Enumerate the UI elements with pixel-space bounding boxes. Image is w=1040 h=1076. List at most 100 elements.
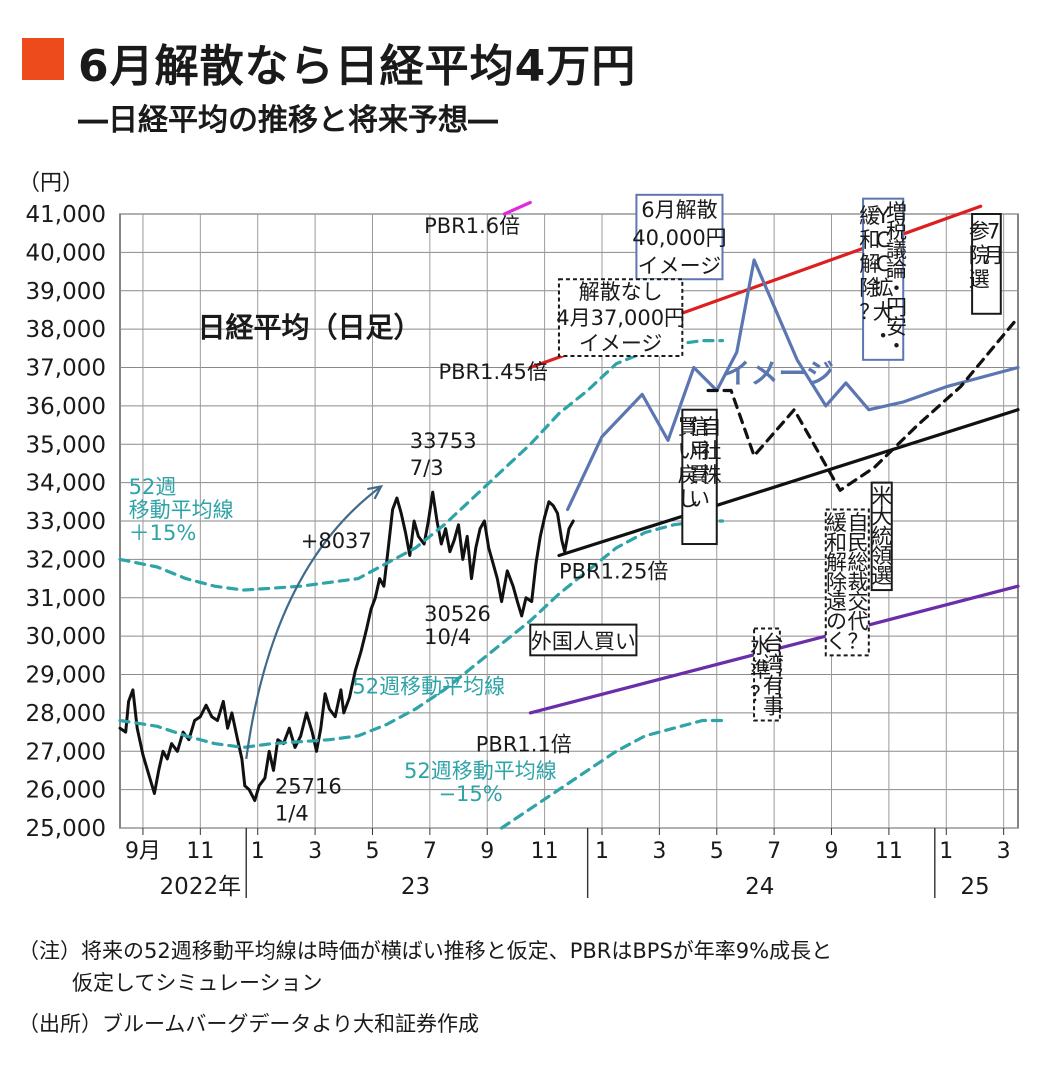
y-tick-label: 41,000 bbox=[26, 202, 106, 228]
annotation-text-vertical: 台湾有事 bbox=[763, 631, 784, 718]
annotation-text-vertical: 緩和解除？ bbox=[859, 204, 880, 324]
annotation-text-vertical: 米大統領選 bbox=[871, 485, 892, 589]
y-tick-label: 25,000 bbox=[26, 816, 106, 842]
y-tick-label: 38,000 bbox=[26, 317, 106, 343]
y-axis-unit: （円） bbox=[18, 171, 84, 196]
series-line bbox=[500, 718, 725, 830]
x-tick-label: 3 bbox=[652, 839, 666, 864]
chart-label: ＋15% bbox=[129, 521, 197, 545]
series-line bbox=[502, 200, 532, 216]
series-line bbox=[118, 490, 575, 802]
chart-label: PBR1.45倍 bbox=[438, 360, 547, 384]
chart-label: 10/4 bbox=[424, 625, 471, 649]
chart-label: 25716 bbox=[275, 774, 342, 798]
source-note: （出所）ブルームバーグデータより大和証券作成 bbox=[18, 1012, 479, 1036]
year-label: 25 bbox=[960, 874, 989, 900]
y-tick-label: 39,000 bbox=[26, 279, 106, 305]
annotation-box bbox=[529, 623, 638, 657]
annotation-text: 4月37,000円 bbox=[556, 306, 685, 330]
y-tick-label: 29,000 bbox=[26, 663, 106, 689]
annotation-text-vertical: 自民総裁交代？ bbox=[848, 511, 869, 653]
annotation-text-vertical: Y C C 拡大・ bbox=[873, 204, 894, 348]
chart-label: −15% bbox=[438, 782, 502, 806]
annotation-text: イメージ bbox=[579, 331, 663, 355]
annotation-text: イメージ bbox=[638, 254, 722, 278]
series-line bbox=[557, 408, 1020, 558]
y-tick-label: 35,000 bbox=[26, 432, 106, 458]
x-tick-label: 5 bbox=[710, 839, 724, 864]
year-label: 23 bbox=[401, 874, 430, 900]
x-tick-label: 11 bbox=[186, 839, 214, 864]
chart-label: +8037 bbox=[301, 529, 372, 553]
note-line-1: （注）将来の52週移動平均線は時価が横ばい推移と仮定、PBRはBPSが年率9%成… bbox=[18, 939, 833, 963]
chart-label: 52週 bbox=[129, 475, 177, 499]
annotation-box-vertical bbox=[870, 481, 893, 592]
annotation-box-vertical bbox=[753, 627, 781, 722]
annotation-text-vertical: 信用買い bbox=[689, 415, 710, 511]
x-tick-label: 11 bbox=[875, 839, 903, 864]
annotation-text-vertical: 水準？ bbox=[750, 634, 771, 706]
y-tick-label: 40,000 bbox=[26, 240, 106, 266]
annotation-box-vertical bbox=[681, 408, 718, 546]
chart-label: 7/3 bbox=[410, 456, 444, 480]
year-label: 2022年 bbox=[160, 874, 242, 900]
y-tick-label: 31,000 bbox=[26, 586, 106, 612]
annotation-text: 外国人買い bbox=[531, 630, 636, 654]
chart-label: 33753 bbox=[410, 429, 477, 453]
title-marker bbox=[22, 38, 64, 80]
chart-label: 移動平均線 bbox=[129, 498, 234, 522]
annotation-text: 解散なし bbox=[579, 280, 663, 304]
note-line-2: 仮定してシミュレーション bbox=[72, 971, 323, 995]
annotation-text: 6月解散 bbox=[641, 198, 717, 222]
growth-arrow bbox=[245, 485, 382, 760]
y-tick-label: 36,000 bbox=[26, 394, 106, 420]
annotation-text-vertical: 自社株 bbox=[701, 415, 722, 487]
y-tick-label: 32,000 bbox=[26, 547, 106, 573]
x-tick-label: 9 bbox=[480, 839, 494, 864]
chart-label: イメージ bbox=[722, 357, 833, 390]
chart-label: 52週移動平均線 bbox=[404, 759, 557, 783]
series-line bbox=[566, 258, 1020, 512]
annotation-box bbox=[635, 193, 724, 281]
x-tick-label: 7 bbox=[767, 839, 781, 864]
series-line bbox=[118, 339, 725, 592]
annotation-text-vertical: 買い戻し bbox=[678, 415, 699, 511]
x-tick-label: 7 bbox=[423, 839, 437, 864]
chart-label: 1/4 bbox=[275, 801, 309, 825]
chart-label: PBR1.6倍 bbox=[424, 214, 520, 238]
series-line bbox=[118, 519, 725, 749]
annotation-text-vertical: 参院選 bbox=[969, 219, 990, 291]
annotation-text-vertical: 増税議論・円安・ bbox=[886, 200, 907, 358]
chart-label: 日経平均（日足） bbox=[197, 311, 421, 344]
annotation-box-vertical bbox=[971, 213, 1002, 315]
x-tick-label: 1 bbox=[939, 839, 953, 864]
annotation-text-vertical: 緩和解除遠のく bbox=[826, 511, 847, 653]
x-tick-label: 3 bbox=[997, 839, 1011, 864]
x-tick-label: 1 bbox=[251, 839, 265, 864]
x-tick-label: 1 bbox=[595, 839, 609, 864]
chart-label: PBR1.25倍 bbox=[559, 560, 668, 584]
x-tick-label: 5 bbox=[365, 839, 379, 864]
annotation-text: 40,000円 bbox=[632, 226, 726, 250]
page-subtitle: ―日経平均の推移と将来予想― bbox=[78, 103, 498, 138]
x-tick-label: 9 bbox=[825, 839, 839, 864]
annotation-box bbox=[557, 278, 684, 357]
annotation-box-vertical bbox=[862, 197, 905, 361]
x-tick-label: 9月 bbox=[125, 839, 161, 864]
y-tick-label: 34,000 bbox=[26, 471, 106, 497]
chart-label: 52週移動平均線 bbox=[352, 675, 505, 699]
growth-arrow-head bbox=[367, 484, 384, 500]
year-label: 24 bbox=[745, 874, 774, 900]
chart-label: PBR1.1倍 bbox=[476, 732, 572, 756]
y-tick-label: 28,000 bbox=[26, 701, 106, 727]
chart-label: 30526 bbox=[424, 602, 491, 626]
y-tick-label: 27,000 bbox=[26, 739, 106, 765]
page-title: 6月解散なら日経平均4万円 bbox=[78, 41, 637, 92]
y-tick-label: 30,000 bbox=[26, 624, 106, 650]
x-tick-label: 3 bbox=[308, 839, 322, 864]
y-tick-label: 37,000 bbox=[26, 356, 106, 382]
x-tick-label: 11 bbox=[531, 839, 559, 864]
annotation-box-vertical bbox=[824, 508, 870, 657]
